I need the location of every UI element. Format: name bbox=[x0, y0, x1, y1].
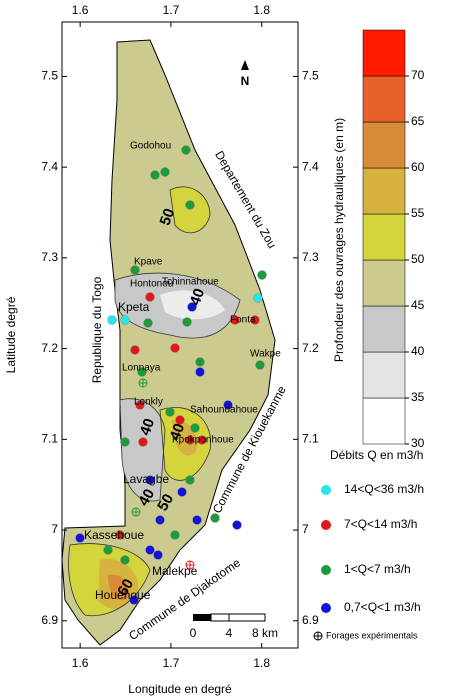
scale-label: 0 bbox=[190, 626, 197, 640]
colorbar-tick-label: 65 bbox=[411, 114, 425, 128]
place-label: Fonta bbox=[230, 315, 256, 326]
legend-marker bbox=[321, 485, 331, 495]
place-label: Houehoue bbox=[95, 588, 151, 602]
colorbar-bin bbox=[362, 397, 406, 445]
region-label: Republique du Togo bbox=[90, 276, 104, 383]
colorbar-bin bbox=[362, 259, 406, 307]
scale-label: 8 km bbox=[252, 626, 278, 640]
contour-label: 50 bbox=[154, 491, 177, 514]
contour-label: 50 bbox=[157, 206, 179, 227]
scale-label: 4 bbox=[226, 626, 233, 640]
study-area bbox=[61, 39, 276, 646]
contour-label: 40 bbox=[135, 486, 158, 509]
zone-yellow bbox=[68, 186, 211, 616]
lon-tick-label: 1.7 bbox=[163, 656, 180, 670]
lat-tick-label: 7.1 bbox=[302, 432, 319, 446]
colorbar-bin bbox=[362, 29, 406, 77]
lat-tick-label: 7.4 bbox=[41, 159, 58, 173]
colorbar-tick-label: 35 bbox=[411, 390, 425, 404]
lat-tick-label: 7 bbox=[51, 522, 58, 536]
legend-label: 0,7<Q<1 m3/h bbox=[344, 600, 421, 614]
lat-tick-label: 7.4 bbox=[302, 159, 319, 173]
legend-marker bbox=[321, 603, 331, 613]
place-label: Kpave bbox=[134, 257, 163, 268]
lat-tick-label: 6.9 bbox=[302, 613, 319, 627]
lat-tick-label: 7.3 bbox=[41, 250, 58, 264]
lon-tick-label: 1.6 bbox=[72, 3, 89, 17]
place-label: Kpeta bbox=[118, 300, 150, 314]
y-axis-label: Latitude degré bbox=[4, 296, 18, 373]
place-label: Kpokponhoue bbox=[172, 435, 234, 446]
colorbar-bin bbox=[362, 167, 406, 215]
exp-legend bbox=[313, 631, 323, 641]
legend-label: 14<Q<36 m3/h bbox=[344, 482, 424, 496]
place-label: Malekpe bbox=[152, 564, 198, 578]
colorbar-bin bbox=[362, 305, 406, 353]
colorbar-bin bbox=[362, 75, 406, 123]
colorbar-tick-label: 40 bbox=[411, 344, 425, 358]
lat-tick-label: 7.3 bbox=[302, 250, 319, 264]
place-label: Lavagbe bbox=[123, 472, 169, 486]
legend-marker bbox=[321, 565, 331, 575]
lat-tick-label: 7.5 bbox=[302, 69, 319, 83]
map-frame bbox=[61, 21, 299, 649]
lon-tick-label: 1.7 bbox=[163, 3, 180, 17]
place-label: Kassehoue bbox=[84, 528, 144, 542]
colorbar-bin bbox=[362, 213, 406, 261]
scale-bar: 0 4 8 km bbox=[190, 613, 278, 640]
colorbar-title: Profondeur des ouvrages hydrauliques (en… bbox=[332, 118, 346, 362]
lat-tick-label: 7.1 bbox=[41, 432, 58, 446]
map-area: N Departement du Zou Republique du Togo … bbox=[61, 21, 299, 649]
place-label: Tchinnahoue bbox=[162, 277, 219, 288]
lat-tick-label: 6.9 bbox=[41, 613, 58, 627]
legend-marker bbox=[321, 520, 331, 530]
colorbar-tick-label: 60 bbox=[411, 160, 425, 174]
colorbar-tick-label: 45 bbox=[411, 298, 425, 312]
lon-tick-label: 1.6 bbox=[72, 656, 89, 670]
lat-tick-label: 7.2 bbox=[41, 341, 58, 355]
lat-tick-label: 7.2 bbox=[302, 341, 319, 355]
contour-label: 40 bbox=[187, 286, 209, 307]
lat-tick-label: 7 bbox=[302, 522, 309, 536]
place-label: Lonnaya bbox=[122, 363, 161, 374]
place-label: Wakpe bbox=[250, 349, 281, 360]
x-axis-label: Longitude en degré bbox=[128, 682, 232, 696]
boreholes bbox=[75, 145, 267, 605]
colorbar-tick-label: 55 bbox=[411, 206, 425, 220]
colorbar-tick-label: 50 bbox=[411, 252, 425, 266]
lon-tick-label: 1.8 bbox=[253, 656, 270, 670]
colorbar-tick-label: 70 bbox=[411, 68, 425, 82]
contour-label: 40 bbox=[137, 416, 159, 437]
legend-label: 1<Q<7 m3/h bbox=[344, 562, 411, 576]
place-label: Sahoundahoue bbox=[190, 405, 258, 416]
colorbar-bin bbox=[362, 351, 406, 399]
lat-tick-label: 7.5 bbox=[41, 69, 58, 83]
zone-orange bbox=[108, 574, 129, 601]
place-label: Hontonou bbox=[130, 279, 173, 290]
colorbar-bin bbox=[362, 121, 406, 169]
colorbar-tick-label: 30 bbox=[411, 436, 425, 450]
experimental-wells bbox=[131, 378, 195, 570]
contour-label: 60 bbox=[114, 576, 137, 599]
north-label: N bbox=[241, 74, 250, 88]
legend-label: 7<Q<14 m3/h bbox=[344, 517, 417, 531]
contour-label: 40 bbox=[167, 421, 189, 442]
place-label: Godohou bbox=[130, 141, 171, 152]
legend-label: Forages expérimentals bbox=[326, 630, 418, 640]
legend-title: Débits Q en m3/h bbox=[330, 448, 423, 462]
zone-gray2 bbox=[120, 398, 165, 501]
north-arrow: N bbox=[241, 60, 250, 88]
contours bbox=[68, 186, 241, 617]
place-label: Lonkly bbox=[134, 397, 163, 408]
lon-tick-label: 1.8 bbox=[253, 3, 270, 17]
